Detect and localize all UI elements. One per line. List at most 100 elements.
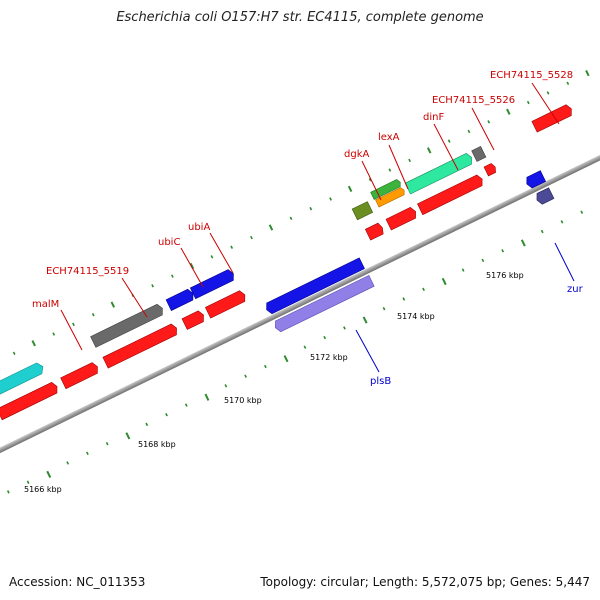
label-dinf: dinF xyxy=(423,112,444,123)
outer-tick-row xyxy=(12,70,590,355)
outer-tick xyxy=(408,158,412,163)
cds-ubia xyxy=(189,269,234,300)
cds-red xyxy=(417,174,483,216)
cds-ubic xyxy=(165,288,194,311)
leader-dinf xyxy=(433,123,459,171)
inner-tick xyxy=(580,210,584,214)
cds-red xyxy=(483,163,496,177)
scale-label-5168: 5168 kbp xyxy=(138,440,176,449)
outer-tick xyxy=(250,235,253,240)
label-ubia: ubiA xyxy=(188,222,210,233)
outer-tick xyxy=(347,185,353,193)
map-frame xyxy=(0,70,600,494)
inner-tick xyxy=(224,384,228,388)
label-ech5519: ECH74115_5519 xyxy=(46,266,129,277)
label-lexa: lexA xyxy=(378,132,400,143)
leader-plsb xyxy=(355,329,380,373)
inner-tick xyxy=(520,239,526,247)
outer-tick xyxy=(329,197,332,201)
outer-tick xyxy=(566,81,570,85)
outer-tick xyxy=(12,351,16,355)
leader-ech5528 xyxy=(531,82,560,125)
outer-tick xyxy=(230,245,234,249)
label-leaders xyxy=(60,82,575,373)
inner-tick xyxy=(283,355,289,363)
outer-tick xyxy=(526,100,530,105)
inner-tick xyxy=(66,461,70,465)
leader-ech5519 xyxy=(121,277,148,318)
outer-tick xyxy=(72,322,75,327)
label-dgka: dgkA xyxy=(344,149,369,160)
inner-tick xyxy=(441,277,447,286)
leader-dgka xyxy=(361,160,382,201)
outer-tick xyxy=(52,332,56,336)
inner-tick xyxy=(204,393,210,401)
map-title: Escherichia coli O157:H7 str. EC4115, co… xyxy=(116,10,484,25)
inner-tick xyxy=(105,441,109,446)
inner-tick xyxy=(46,470,52,478)
cds-red xyxy=(60,362,98,390)
label-malm: malM xyxy=(32,299,59,310)
outer-tick xyxy=(368,178,372,182)
outer-tick xyxy=(91,313,95,317)
outer-tick xyxy=(151,284,154,288)
leader-ech5526 xyxy=(471,107,495,151)
outer-tick xyxy=(487,120,491,124)
inner-tick xyxy=(125,432,131,440)
scale-labels: 5166 kbp 5168 kbp 5170 kbp 5172 kbp 5174… xyxy=(24,271,524,494)
leader-ubia xyxy=(209,232,234,274)
cds-plsb-lavender xyxy=(275,275,375,333)
outer-tick xyxy=(585,70,590,77)
leader-zur xyxy=(554,242,575,282)
outer-tick xyxy=(388,168,392,172)
label-ech5526: ECH74115_5526 xyxy=(432,95,515,106)
inner-tick xyxy=(303,345,307,349)
forward-cds-row xyxy=(0,163,496,421)
inner-tick xyxy=(264,364,267,369)
inner-tick xyxy=(461,268,465,272)
cds-zur-lavender xyxy=(536,187,555,205)
scale-label-5174: 5174 kbp xyxy=(397,312,435,321)
inner-tick xyxy=(244,374,247,378)
cds-red xyxy=(204,290,246,319)
inner-tick xyxy=(382,306,386,311)
cds-red xyxy=(181,310,204,330)
cds-red xyxy=(102,323,177,369)
genome-backbone xyxy=(0,124,600,480)
inner-tick xyxy=(86,451,89,456)
inner-tick-row xyxy=(6,200,600,494)
inner-tick xyxy=(6,490,10,494)
inner-tick xyxy=(343,326,346,330)
outer-tick xyxy=(546,91,550,95)
cds-red xyxy=(0,381,58,421)
cds-dgka xyxy=(351,201,374,221)
label-plsb: plsB xyxy=(370,376,391,387)
outer-tick xyxy=(189,262,195,270)
inner-tick xyxy=(560,220,564,224)
leader-malm xyxy=(60,309,83,351)
reverse-features xyxy=(266,170,555,333)
cds-plsb xyxy=(266,257,365,315)
outer-tick xyxy=(268,224,274,231)
outer-tick xyxy=(170,274,174,278)
inner-tick xyxy=(540,229,544,234)
scale-label-5176: 5176 kbp xyxy=(486,271,524,280)
scale-label-5172: 5172 kbp xyxy=(310,353,348,362)
inner-tick xyxy=(145,422,149,427)
outer-tick xyxy=(467,129,471,134)
outer-tick xyxy=(309,206,313,211)
cds-cyan xyxy=(0,362,44,410)
cds-zur xyxy=(526,170,547,189)
scale-label-5166: 5166 kbp xyxy=(24,485,62,494)
inner-tick xyxy=(501,249,505,253)
inner-tick xyxy=(165,413,168,417)
topology-text: Topology: circular; Length: 5,572,075 bp… xyxy=(260,575,590,589)
outer-tick xyxy=(31,340,36,347)
inner-tick xyxy=(184,403,188,407)
outer-tick xyxy=(289,216,293,220)
cds-lexa-orange xyxy=(375,187,405,208)
gene-labels: malM ECH74115_5519 ubiC ubiA dgkA lexA d… xyxy=(32,70,584,387)
outer-tick xyxy=(506,108,511,115)
label-ech5528: ECH74115_5528 xyxy=(490,70,573,81)
